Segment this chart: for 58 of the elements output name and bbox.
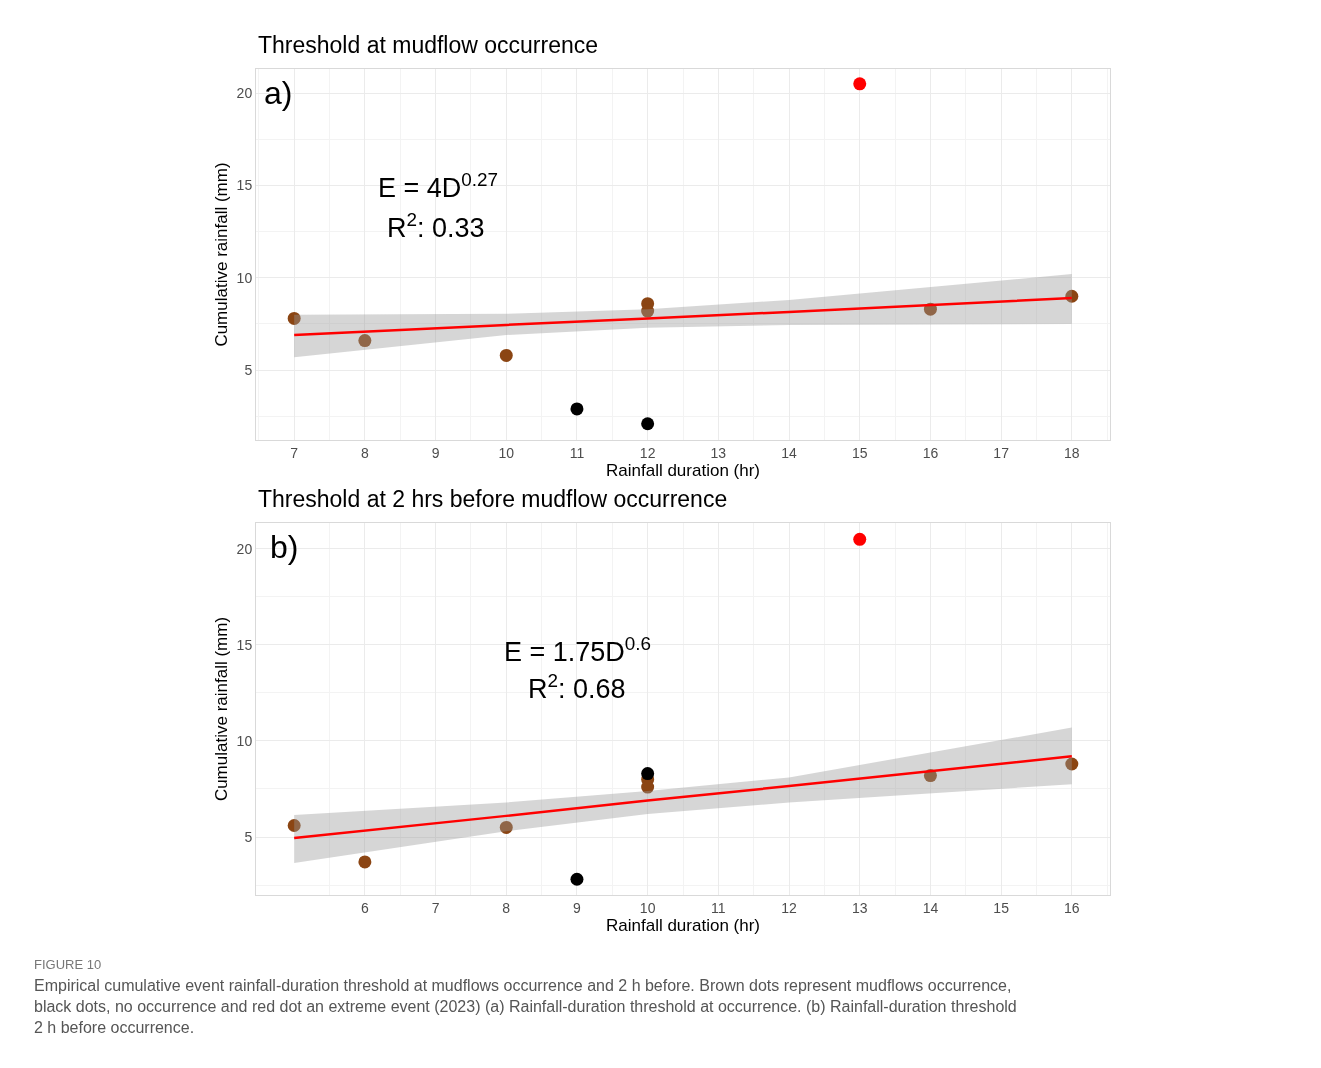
annotation: R$^{2}$: 0.68 [528,670,626,705]
x-tick-label: 11 [711,899,726,916]
y-tick-label: 10 [236,732,253,749]
x-tick-label: 18 [1064,444,1080,461]
x-tick-label: 13 [851,899,868,916]
x-tick-label: 14 [922,899,939,916]
point [287,818,301,832]
x-tick-label: 7 [431,899,440,916]
x-axis-title: Rainfall duration (hr) [605,916,761,936]
point [358,334,372,348]
x-tick-label: 15 [993,899,1010,916]
y-axis-title: Cumulative rainfall (mm) [212,616,232,802]
point [1065,757,1079,771]
y-tick-label: 20 [236,84,253,101]
annotation: a) [264,75,293,111]
x-tick-label: 11 [569,444,585,461]
x-tick-label: 12 [639,444,656,461]
x-tick-label: 13 [710,444,727,461]
x-tick-label: 14 [781,444,798,461]
point [358,855,372,869]
y-axis-title: Cumulative rainfall (mm) [212,162,232,347]
x-tick-label: 10 [639,899,656,916]
point [853,77,867,91]
point [570,402,584,416]
annotation: E = 1.75D$^{0.6}$ [504,633,652,668]
y-tick-label: 20 [236,540,253,557]
annotation: b) [270,529,299,565]
annotation: E = 4D$^{0.27}$ [378,169,499,204]
x-tick-label: 9 [431,444,440,461]
x-tick-label: 12 [781,899,798,916]
x-tick-label: 10 [498,444,515,461]
point [499,348,513,362]
chart-title: Threshold at mudflow occurrence [258,32,599,58]
point [853,532,867,546]
y-tick-label: 10 [236,269,253,286]
y-tick-label: 5 [244,828,253,845]
y-tick-label: 15 [236,177,253,194]
x-tick-label: 8 [502,899,511,916]
x-tick-label: 16 [922,444,939,461]
point [641,767,655,781]
point [499,820,513,834]
text: Empirical cumulative event rainfall-duration threshold at mudflows occurrence and 2 h before. Brown dots represent mudflows occurrence, black dots, no occurrence and red dot an extreme event (2023) (a) Rainfall-duration threshold at occurrence. (b) Rainfall-duration threshold 2 h before occurrence. [34,977,1017,1036]
y-tick-label: 5 [244,362,253,379]
x-tick-label: 9 [573,899,582,916]
x-axis-title: Rainfall duration (hr) [605,461,761,481]
point [641,417,655,431]
chart-title: Threshold at 2 hrs before mudflow occurrence [258,486,728,512]
point [570,872,584,886]
x-tick-label: 7 [290,444,299,461]
x-tick-label: 6 [360,899,369,916]
y-tick-label: 15 [236,636,253,653]
x-tick-label: 16 [1064,899,1080,916]
caption: FIGURE 10 [34,957,102,972]
x-tick-label: 8 [360,444,369,461]
point [287,311,301,325]
x-tick-label: 17 [993,444,1010,461]
annotation: R$^{2}$: 0.33 [387,209,485,244]
x-tick-label: 15 [851,444,868,461]
